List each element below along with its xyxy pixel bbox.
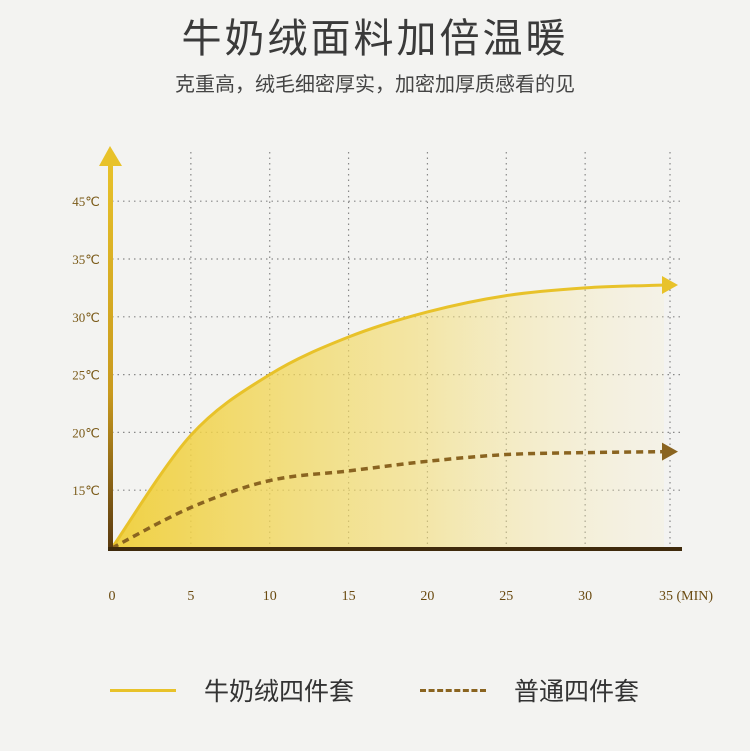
series-line-regular xyxy=(111,449,665,550)
y-axis xyxy=(108,160,113,548)
y-tick-label: 15℃ xyxy=(72,483,100,498)
legend-item-milk-velvet: 牛奶绒四件套 xyxy=(110,672,354,708)
x-tick-label: 20 xyxy=(420,589,434,604)
y-tick-label: 45℃ xyxy=(72,194,100,209)
legend: 牛奶绒四件套 普通四件套 xyxy=(0,672,750,712)
legend-label: 牛奶绒四件套 xyxy=(204,677,355,706)
x-axis xyxy=(108,547,682,551)
series-arrow-icon xyxy=(662,442,678,461)
y-tick-label: 35℃ xyxy=(72,252,100,267)
series-line-milk-velvet xyxy=(110,283,665,549)
x-tick-label: 0 xyxy=(109,589,116,604)
legend-swatch-solid xyxy=(110,688,176,692)
y-tick-label: 20℃ xyxy=(72,425,100,440)
area-fill-milk-velvet xyxy=(112,285,664,548)
x-tick-label: 35 (MIN) xyxy=(659,589,713,604)
page-title: 牛奶绒面料加倍温暖 xyxy=(181,16,569,62)
series-arrow-icon xyxy=(662,276,678,295)
legend-swatch-dashed xyxy=(420,688,486,692)
x-tick-label: 10 xyxy=(263,589,277,604)
y-tick-label: 25℃ xyxy=(72,368,100,383)
y-tick-label: 30℃ xyxy=(72,310,100,325)
x-tick-label: 30 xyxy=(578,589,592,604)
legend-label: 普通四件套 xyxy=(514,677,640,706)
x-tick-label: 15 xyxy=(342,589,356,604)
legend-item-regular: 普通四件套 xyxy=(420,672,639,708)
y-axis-arrow-icon xyxy=(99,146,122,166)
x-tick-label: 25 xyxy=(499,589,513,604)
page-subtitle: 克重高，绒毛细密厚实，加密加厚质感看的见 xyxy=(175,72,575,96)
x-tick-label: 5 xyxy=(187,589,194,604)
